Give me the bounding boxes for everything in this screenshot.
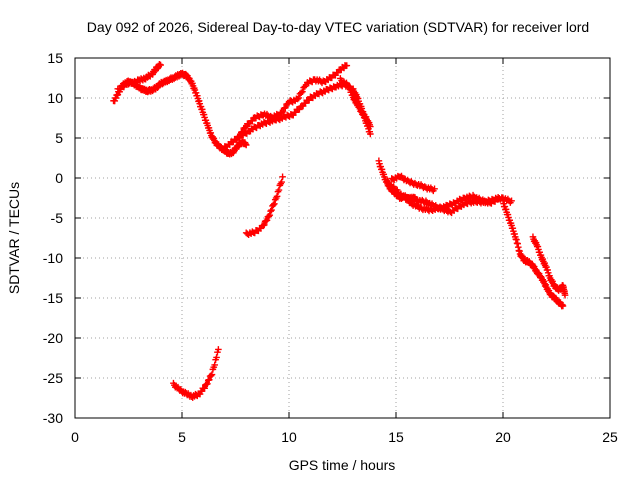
data-point [495, 195, 503, 203]
data-point-trail [273, 193, 281, 200]
data-point [343, 62, 351, 69]
x-tick-label: 0 [71, 429, 79, 445]
data-point [266, 211, 274, 219]
data-point [367, 123, 374, 130]
data-point-trail [214, 348, 221, 356]
y-tick-label: -20 [43, 330, 63, 346]
data-point [367, 130, 374, 138]
data-point [242, 141, 250, 149]
data-point [208, 371, 216, 378]
y-tick-label: -5 [51, 210, 64, 226]
series-segment-e [337, 75, 374, 130]
data-point-trail [211, 361, 219, 369]
data-point-trail [204, 380, 211, 388]
y-tick-label: -30 [43, 410, 63, 426]
data-point-trail [271, 200, 278, 208]
data-point [561, 291, 569, 299]
series-segment-b [114, 61, 164, 93]
series-segment-g [170, 346, 222, 401]
data-point-trail [205, 376, 213, 384]
data-point-trail [236, 132, 244, 140]
data-point-trail [279, 108, 287, 116]
x-tick-label: 10 [281, 429, 297, 445]
data-point-trail [268, 206, 275, 214]
data-point-trail [213, 354, 220, 361]
data-point-trail [295, 94, 303, 102]
data-point [157, 61, 164, 69]
y-tick-label: -10 [43, 250, 63, 266]
plot-frame [74, 57, 611, 419]
series-segment-l [529, 233, 569, 299]
series-segment-k [499, 197, 567, 310]
y-tick-label: 5 [55, 130, 63, 146]
x-tick-label: 5 [178, 429, 186, 445]
x-axis-label: GPS time / hours [289, 457, 396, 473]
y-tick-label: 10 [47, 90, 63, 106]
data-point [508, 197, 515, 205]
data-point-trail [263, 217, 271, 224]
axes: 0 5 10 15 20 25 15 10 5 0 -5 -10 -15 -20 -25 -30 [43, 50, 618, 445]
data-point-trail [275, 186, 283, 194]
data-point-trail [282, 104, 289, 112]
x-tick-label: 20 [495, 429, 511, 445]
y-tick-label: -15 [43, 290, 63, 306]
data-point-trail [260, 221, 268, 229]
y-tick-label: 0 [55, 170, 63, 186]
data-points [110, 61, 569, 401]
data-point [279, 173, 286, 181]
y-axis-label: SDTVAR / TECUs [6, 182, 22, 294]
data-point-trail [201, 385, 208, 392]
x-tick-label: 15 [388, 429, 404, 445]
series-segment-j [388, 172, 438, 195]
data-point [559, 302, 567, 310]
x-tick-label: 25 [602, 429, 618, 445]
data-point-trail [267, 207, 274, 215]
data-point-trail [270, 201, 277, 209]
data-point [431, 185, 438, 193]
data-point [215, 346, 222, 353]
y-tick-label: -25 [43, 370, 63, 386]
y-tick-label: 15 [47, 50, 63, 66]
data-point-trail [239, 128, 246, 136]
data-point-trail [278, 178, 285, 186]
grid-lines [75, 58, 610, 418]
series-segment-i [384, 177, 503, 215]
data-point-trail [305, 97, 313, 104]
chart-title: Day 092 of 2026, Sidereal Day-to-day VTE… [87, 19, 589, 35]
series-segment-d [234, 62, 351, 141]
series-segment-f [242, 173, 286, 239]
data-point-trail [299, 88, 306, 95]
